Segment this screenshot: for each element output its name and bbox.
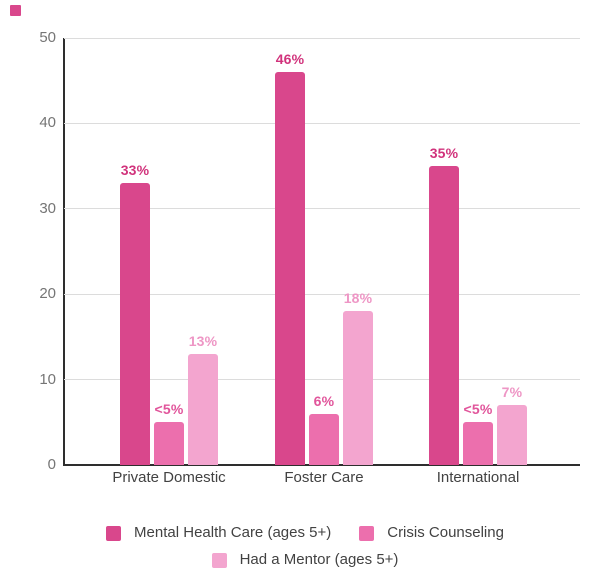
gridline <box>64 293 580 295</box>
pink-marker-icon <box>10 5 21 16</box>
bar <box>429 166 459 465</box>
y-axis-tick-label: 10 <box>39 370 56 388</box>
y-axis-tick-label: 50 <box>39 29 56 46</box>
legend-label: Crisis Counseling <box>387 524 504 541</box>
bar <box>497 405 527 465</box>
gridline <box>64 208 580 210</box>
bar-value-label: <5% <box>463 401 493 418</box>
plot-area: 33% <5% 13% 46% 6% 18% 35% <5% 7% <box>64 37 580 465</box>
x-axis-category-label: International <box>436 469 520 486</box>
gridline <box>64 37 580 39</box>
bar-value-label: 7% <box>501 384 523 401</box>
legend-label: Mental Health Care (ages 5+) <box>134 524 332 541</box>
legend-swatch-icon <box>106 525 122 541</box>
x-axis-line <box>63 464 580 466</box>
bar <box>309 413 339 465</box>
bar-value-label: 46% <box>275 51 305 68</box>
legend-row-2: Had a Mentor (ages 5+) <box>0 551 610 569</box>
y-axis-tick-label: 30 <box>39 199 56 217</box>
legend-item-mental-health-care: Mental Health Care (ages 5+) <box>106 524 331 542</box>
bar <box>120 183 150 465</box>
bar <box>154 422 184 465</box>
chart-legend: Mental Health Care (ages 5+) Crisis Coun… <box>0 524 610 569</box>
gridline <box>64 379 580 381</box>
bar-value-label: 13% <box>188 332 218 349</box>
y-axis-tick-label: 0 <box>47 456 56 473</box>
legend-row-1: Mental Health Care (ages 5+) Crisis Coun… <box>0 524 610 542</box>
gridline <box>64 122 580 124</box>
bar <box>275 72 305 465</box>
y-axis-tick-label: 20 <box>39 285 56 303</box>
bar-value-label: <5% <box>154 401 184 418</box>
y-axis-tick-label: 40 <box>39 114 56 132</box>
legend-swatch-icon <box>359 525 375 541</box>
legend-label: Had a Mentor (ages 5+) <box>239 551 399 568</box>
bar-value-label: 6% <box>313 392 335 409</box>
legend-swatch-icon <box>211 552 227 568</box>
x-axis-category-label: Private Domestic <box>112 469 226 486</box>
bar-value-label: 33% <box>120 162 150 179</box>
bar <box>463 422 493 465</box>
bar <box>343 311 373 465</box>
x-axis-category-label: Foster Care <box>284 469 364 486</box>
legend-item-crisis-counseling: Crisis Counseling <box>359 524 504 542</box>
bar <box>188 353 218 465</box>
bar-value-label: 35% <box>429 145 459 162</box>
y-axis-line <box>63 38 65 465</box>
bar-value-label: 18% <box>343 290 373 307</box>
legend-item-had-a-mentor: Had a Mentor (ages 5+) <box>211 551 399 569</box>
